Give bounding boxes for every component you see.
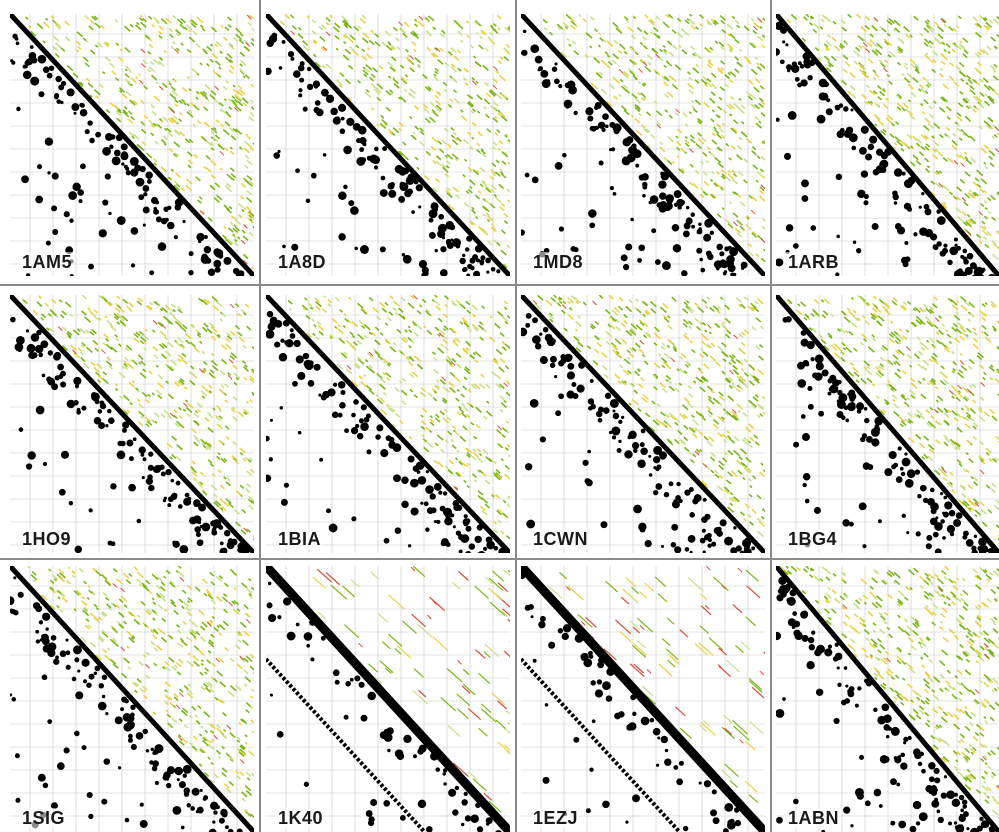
panel-label: 1ARB (786, 252, 842, 272)
contact-map-plot (776, 295, 999, 553)
panel-divider (259, 0, 261, 832)
contact-map-panel: 1ARB (776, 14, 999, 276)
contact-map-plot (521, 295, 765, 553)
contact-map-panel: 1MD8 (521, 14, 765, 276)
panel-divider (770, 0, 772, 832)
contact-map-panel: 1EZJ (521, 566, 765, 832)
panel-label: 1CWN (531, 529, 590, 549)
contact-map-plot (10, 295, 254, 553)
contact-map-plot (266, 14, 510, 276)
contact-map-plot (776, 566, 999, 832)
contact-map-panel: 1CWN (521, 295, 765, 553)
panel-label: 1EZJ (531, 808, 581, 828)
contact-map-plot (10, 566, 254, 832)
contact-map-plot (521, 14, 765, 276)
panel-divider (0, 284, 999, 286)
contact-map-panel: 1K40 (266, 566, 510, 832)
contact-map-panel: 1HO9 (10, 295, 254, 553)
contact-map-panel: 1SIG (10, 566, 254, 832)
contact-map-panel: 1A8D (266, 14, 510, 276)
contact-map-plot (776, 14, 999, 276)
contact-map-panel: 1BG4 (776, 295, 999, 553)
panel-label: 1SIG (20, 808, 68, 828)
panel-label: 1AM5 (20, 252, 75, 272)
contact-map-plot (266, 295, 510, 553)
contact-map-panel: 1ABN (776, 566, 999, 832)
panel-divider (0, 558, 999, 560)
panel-label: 1A8D (276, 252, 329, 272)
panel-divider (515, 0, 517, 832)
panel-label: 1K40 (276, 808, 326, 828)
panel-label: 1ABN (786, 808, 842, 828)
panel-label: 1BIA (276, 529, 324, 549)
contact-map-panel: 1BIA (266, 295, 510, 553)
panel-label: 1BG4 (786, 529, 840, 549)
panel-label: 1HO9 (20, 529, 74, 549)
contact-map-panel: 1AM5 (10, 14, 254, 276)
contact-map-plot (266, 566, 510, 832)
contact-map-plot (521, 566, 765, 832)
contact-map-plot (10, 14, 254, 276)
panel-label: 1MD8 (531, 252, 586, 272)
